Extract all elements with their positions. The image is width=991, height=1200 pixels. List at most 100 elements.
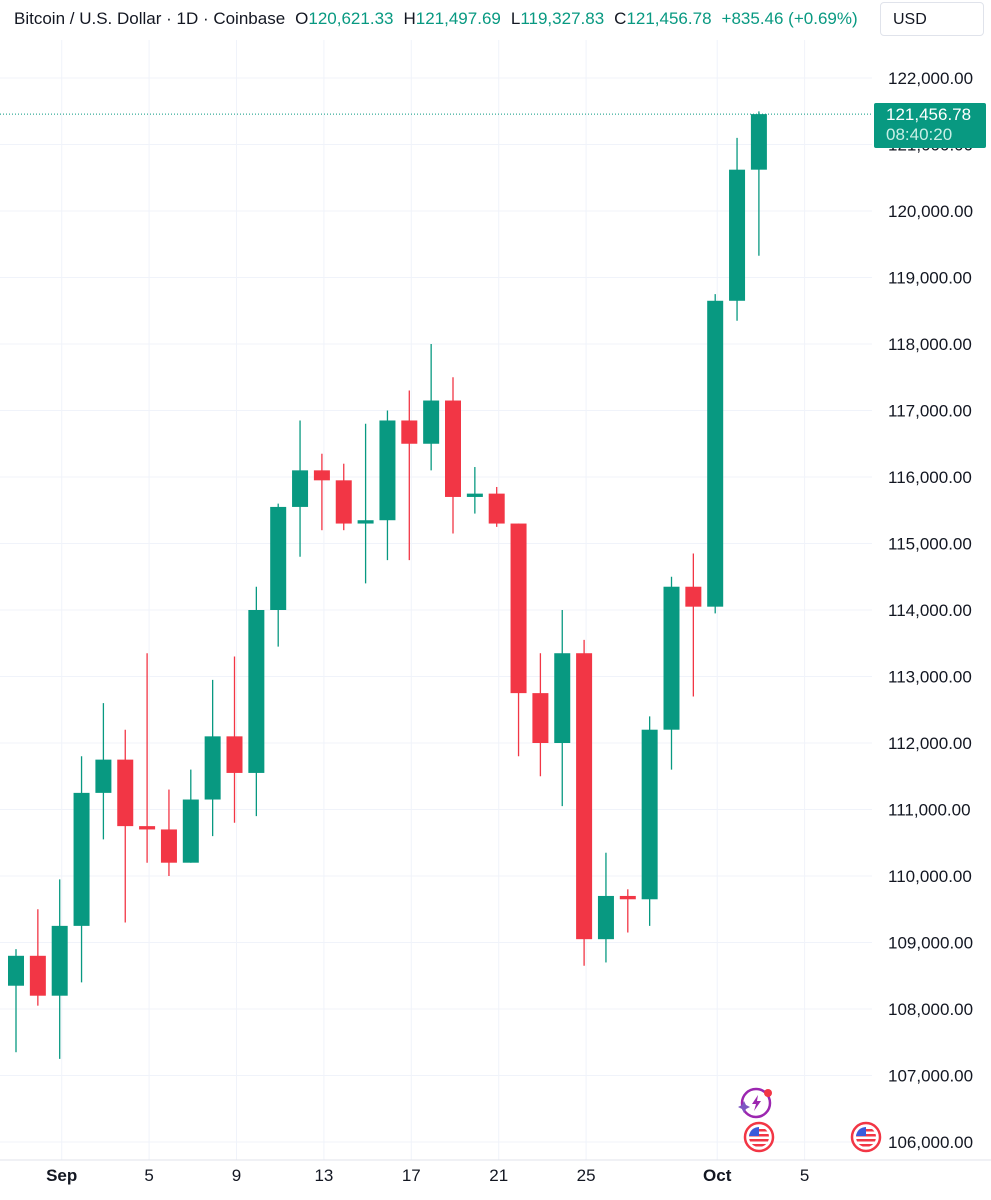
bar-countdown: 08:40:20 [886, 125, 953, 144]
candle[interactable] [248, 586, 265, 817]
candle[interactable] [423, 344, 440, 471]
price-axis-label: 117,000.00 [888, 402, 972, 421]
open-label: O [295, 9, 309, 28]
candle-body [401, 420, 418, 444]
time-axis-label: 9 [232, 1166, 241, 1185]
price-axis-label: 111,000.00 [888, 801, 971, 820]
time-axis-label: 5 [144, 1166, 153, 1185]
candle[interactable] [117, 729, 134, 923]
candle[interactable] [51, 879, 68, 1059]
candle-body [445, 400, 461, 497]
candle[interactable] [379, 410, 396, 561]
candle-body [204, 736, 221, 800]
candle[interactable] [8, 949, 24, 1053]
price-axis-label: 108,000.00 [888, 1000, 973, 1019]
candle[interactable] [663, 576, 680, 770]
price-axis[interactable]: 106,000.00 107,000.00 108,000.00 109,000.00… [888, 69, 973, 1152]
candle-body [29, 955, 46, 996]
candle-body [226, 736, 243, 773]
candle[interactable] [576, 639, 593, 966]
price-axis-label: 122,000.00 [888, 69, 973, 88]
price-axis-label: 115,000.00 [888, 535, 972, 554]
last-price-value: 121,456.78 [886, 105, 972, 124]
time-axis[interactable]: Sep 5 9 13 17 21 25 Oct 5 [0, 1159, 991, 1185]
price-axis-label: 118,000.00 [888, 335, 972, 354]
candle[interactable] [401, 390, 418, 561]
candle-body [663, 586, 680, 730]
candle[interactable] [204, 679, 221, 837]
time-axis-label: Oct [703, 1166, 732, 1185]
candle-body [597, 895, 614, 940]
high-label: H [403, 9, 416, 28]
change-value: +835.46 (+0.69%) [721, 9, 858, 28]
price-axis-label: 106,000.00 [888, 1133, 973, 1152]
candle-body [95, 759, 112, 793]
candle-body [423, 400, 440, 444]
candle-body [707, 300, 724, 607]
candle-body [292, 470, 309, 507]
price-axis-label: 110,000.00 [888, 867, 972, 886]
candle[interactable] [729, 137, 746, 321]
candle[interactable] [95, 703, 112, 840]
candle[interactable] [554, 610, 571, 807]
candle[interactable] [750, 111, 767, 256]
candle-body [641, 729, 658, 900]
candle[interactable] [182, 769, 199, 863]
close-value: 121,456.78 [626, 9, 712, 28]
candle-body [554, 653, 571, 743]
time-axis-label: 17 [402, 1166, 421, 1185]
candle[interactable] [226, 656, 243, 823]
candle[interactable] [597, 852, 614, 963]
candle-body [270, 506, 287, 610]
candle[interactable] [466, 467, 483, 514]
candle-body [532, 693, 549, 743]
candle-body [729, 169, 746, 301]
symbol-title[interactable]: Bitcoin / U.S. Dollar · 1D · Coinbase [14, 9, 286, 28]
candle[interactable] [29, 909, 46, 1006]
candle-body [51, 925, 68, 996]
events-layer [738, 1087, 882, 1153]
price-axis-label: 116,000.00 [888, 468, 972, 487]
time-axis-label: 13 [314, 1166, 333, 1185]
candle[interactable] [641, 716, 658, 926]
candle-body [750, 114, 767, 170]
candle[interactable] [313, 453, 330, 531]
candle-body [357, 520, 374, 524]
high-value: 121,497.69 [415, 9, 501, 28]
candle-body [8, 955, 24, 986]
candle[interactable] [335, 463, 352, 531]
price-axis-label: 114,000.00 [888, 601, 972, 620]
close-label: C [614, 9, 627, 28]
candle[interactable] [139, 653, 156, 863]
candle[interactable] [160, 789, 177, 876]
ohlc-legend: Bitcoin / U.S. Dollar · 1D · Coinbase O … [14, 9, 858, 29]
candle[interactable] [685, 553, 702, 697]
price-axis-label: 119,000.00 [888, 269, 972, 288]
candle[interactable] [445, 377, 461, 534]
candles-layer [8, 111, 767, 1059]
time-axis-label: Sep [46, 1166, 77, 1185]
candle[interactable] [488, 486, 505, 527]
candle[interactable] [619, 889, 636, 933]
price-axis-label: 120,000.00 [888, 202, 973, 221]
candle-body [160, 829, 177, 863]
candle-body [488, 493, 505, 524]
us-flag-icon[interactable] [850, 1121, 882, 1153]
time-axis-label: 21 [489, 1166, 508, 1185]
sparkle-lightning-icon[interactable] [738, 1087, 772, 1119]
candle[interactable] [510, 523, 527, 757]
candle[interactable] [73, 756, 90, 983]
currency-button[interactable]: USD [880, 2, 984, 36]
candle[interactable] [707, 294, 724, 614]
us-flag-icon[interactable] [743, 1121, 775, 1153]
candle-body [117, 759, 134, 827]
candle[interactable] [532, 653, 549, 777]
price-axis-label: 107,000.00 [888, 1067, 973, 1086]
candle[interactable] [357, 423, 374, 584]
last-price-tag: 121,456.78 08:40:20 [874, 103, 986, 148]
candle-body [182, 799, 199, 863]
candle[interactable] [270, 503, 287, 647]
candle[interactable] [292, 420, 309, 557]
open-value: 120,621.33 [308, 9, 394, 28]
